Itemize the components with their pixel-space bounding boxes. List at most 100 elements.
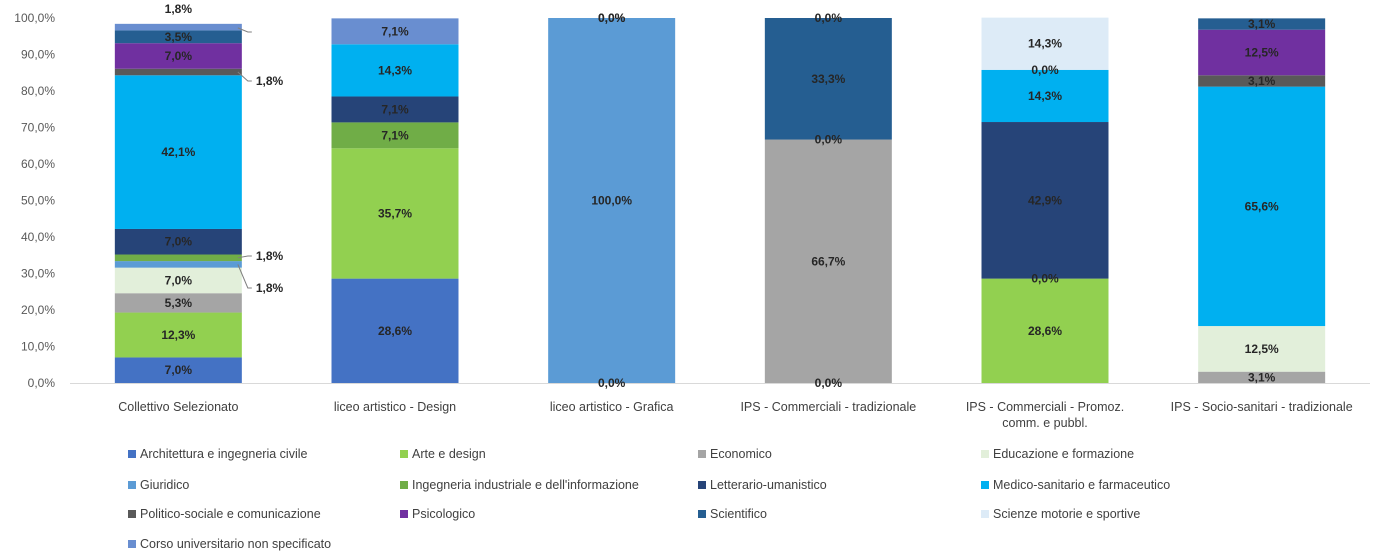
legend-swatch	[981, 510, 989, 518]
bar-segment	[1198, 18, 1326, 30]
y-tick-label: 60,0%	[21, 157, 55, 171]
data-label: 7,0%	[165, 235, 193, 249]
legend-label: Ingegneria industriale e dell'informazio…	[412, 478, 639, 492]
bar-segment	[981, 17, 1109, 70]
data-label: 65,6%	[1245, 199, 1279, 213]
data-label: 1,8%	[256, 249, 284, 263]
y-tick-label: 30,0%	[21, 267, 55, 281]
callout-leader	[237, 264, 252, 289]
y-tick-label: 90,0%	[21, 48, 55, 62]
x-tick-label: Collettivo Selezionato	[118, 400, 238, 414]
data-label: 3,1%	[1248, 17, 1276, 31]
bar-segment	[764, 18, 892, 140]
data-label: 14,3%	[1028, 89, 1062, 103]
bar-segment	[331, 122, 459, 149]
legend-swatch	[400, 510, 408, 518]
legend-swatch	[128, 450, 136, 458]
bar-segment	[114, 357, 242, 383]
data-label: 0,0%	[1031, 63, 1059, 77]
bars	[114, 17, 1326, 383]
bar-segment	[114, 254, 242, 262]
data-label: 14,3%	[1028, 37, 1062, 51]
bar-segment	[331, 96, 459, 123]
data-label: 3,1%	[1248, 74, 1276, 88]
data-label: 28,6%	[378, 324, 412, 338]
legend: Architettura e ingegneria civile Arte e d…	[128, 447, 1170, 551]
data-labels: 7,0% 12,3% 5,3% 7,0% 7,0% 42,1% 7,0% 3,5% 28,6% 3…	[161, 11, 1279, 390]
legend-swatch	[981, 481, 989, 489]
data-label: 7,1%	[381, 24, 409, 38]
bar-segment	[981, 69, 1109, 123]
legend-swatch	[128, 540, 136, 548]
bar-segment	[764, 139, 892, 383]
data-label: 12,5%	[1245, 45, 1279, 59]
y-tick-label: 70,0%	[21, 121, 55, 135]
legend-label: Corso universitario non specificato	[140, 537, 331, 551]
bar-segment	[114, 293, 242, 313]
bar-segment	[331, 148, 459, 279]
legend-label: Economico	[710, 447, 772, 461]
data-label: 5,3%	[165, 296, 193, 310]
legend-label: Politico-sociale e comunicazione	[140, 507, 321, 521]
x-tick-label: liceo artistico - Design	[334, 400, 456, 414]
bar-segment	[548, 18, 676, 383]
y-tick-label: 50,0%	[21, 194, 55, 208]
legend-swatch	[128, 510, 136, 518]
data-label: 1,8%	[256, 281, 284, 295]
legend-swatch	[981, 450, 989, 458]
bar-segment	[1198, 326, 1326, 372]
data-label: 12,3%	[161, 328, 195, 342]
data-label: 3,5%	[165, 30, 193, 44]
legend-swatch	[400, 450, 408, 458]
x-tick-label: liceo artistico - Grafica	[550, 400, 674, 414]
data-label: 0,0%	[598, 11, 626, 25]
y-tick-label: 100,0%	[14, 11, 55, 25]
data-label: 35,7%	[378, 206, 412, 220]
x-tick-label: IPS - Commerciali - Promoz.	[966, 400, 1124, 414]
data-label: 0,0%	[815, 133, 843, 147]
y-tick-label: 0,0%	[28, 376, 56, 390]
bar-segment	[331, 18, 459, 45]
data-label: 0,0%	[815, 376, 843, 390]
callout-leader	[237, 27, 252, 33]
y-tick-label: 20,0%	[21, 303, 55, 317]
legend-swatch	[698, 481, 706, 489]
callout-leader	[237, 255, 252, 259]
bar-segment	[114, 23, 242, 31]
y-tick-label: 10,0%	[21, 340, 55, 354]
bar-segment	[114, 43, 242, 69]
data-label: 7,1%	[381, 102, 409, 116]
bar-segment	[1198, 29, 1326, 76]
data-label: 3,1%	[1248, 370, 1276, 384]
bar-segment	[114, 30, 242, 44]
bar-segment	[114, 267, 242, 294]
data-label: 42,1%	[161, 145, 195, 159]
data-label: 28,6%	[1028, 324, 1062, 338]
bar-segment	[981, 122, 1109, 279]
data-label: 1,8%	[165, 2, 193, 16]
data-label: 0,0%	[598, 376, 626, 390]
callout-leader	[237, 71, 252, 82]
legend-label: Giuridico	[140, 478, 189, 492]
bar-segment	[1198, 371, 1326, 383]
bar-segment	[981, 278, 1109, 383]
bar-segment	[114, 228, 242, 255]
data-label: 7,0%	[165, 273, 193, 287]
bar-segment	[1198, 86, 1326, 327]
bar-segment	[114, 75, 242, 229]
data-label: 7,1%	[381, 128, 409, 142]
bar-segment	[114, 312, 242, 358]
x-tick-label: IPS - Commerciali - tradizionale	[740, 400, 916, 414]
legend-label: Scientifico	[710, 507, 767, 521]
data-label: 12,5%	[1245, 342, 1279, 356]
y-tick-label: 40,0%	[21, 230, 55, 244]
legend-label: Medico-sanitario e farmaceutico	[993, 478, 1170, 492]
data-label: 1,8%	[256, 74, 284, 88]
data-label: 0,0%	[815, 11, 843, 25]
legend-label: Arte e design	[412, 447, 486, 461]
legend-label: Letterario-umanistico	[710, 478, 827, 492]
legend-swatch	[400, 481, 408, 489]
legend-swatch	[698, 450, 706, 458]
data-label: 42,9%	[1028, 193, 1062, 207]
